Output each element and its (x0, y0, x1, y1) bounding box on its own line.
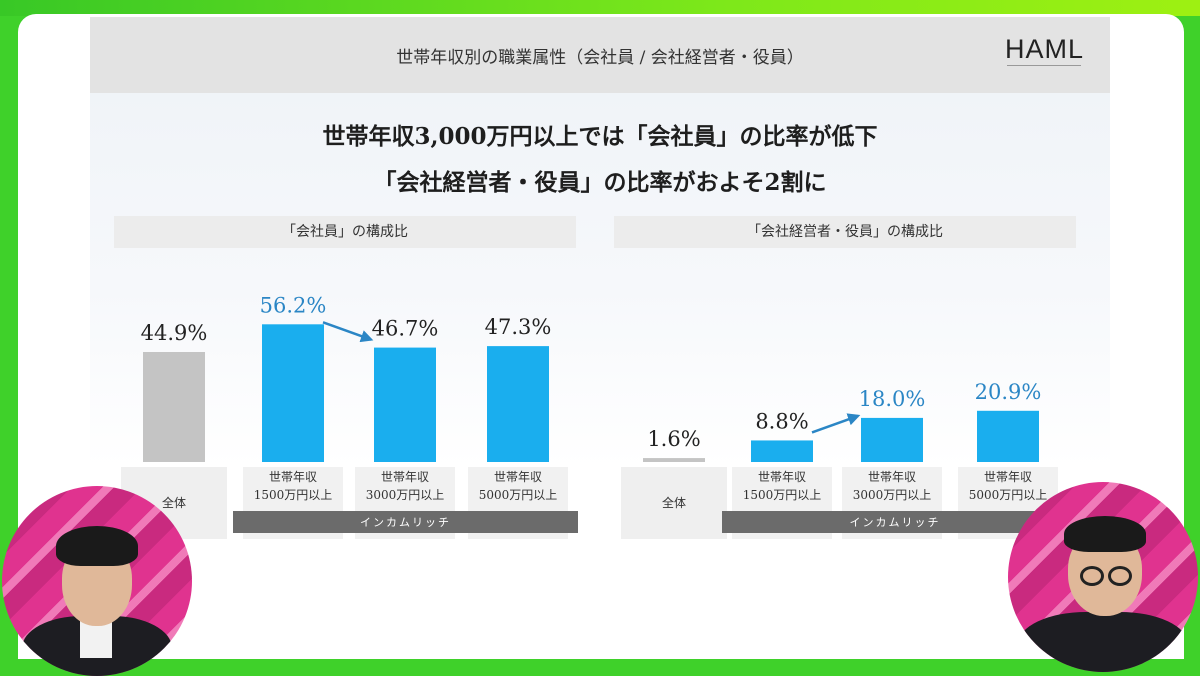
logo-text: HAML (1004, 34, 1084, 64)
category-cell-1-0 (621, 467, 727, 539)
category-label-1-3-0: 世帯年収 (984, 470, 1032, 484)
host-right-hair (1064, 516, 1146, 552)
haml-logo: HAML (1005, 35, 1084, 70)
bar-0-0 (143, 351, 205, 462)
category-label-1-2-0: 世帯年収 (868, 470, 916, 484)
logo-underline (1007, 65, 1082, 70)
value-label-1-2: 18.0% (859, 387, 926, 411)
bar-0-1 (262, 324, 324, 462)
value-label-1-3: 20.9% (975, 380, 1042, 404)
group-bar-1 (722, 511, 1068, 533)
host-right-glasses-right (1108, 566, 1132, 586)
category-label-1-1-1: 1500万円以上 (743, 488, 822, 502)
category-label-0-3-1: 5000万円以上 (479, 488, 558, 502)
host-right-glasses-left (1080, 566, 1104, 586)
category-label-0-1-0: 世帯年収 (269, 470, 317, 484)
category-label-0-3-0: 世帯年収 (494, 470, 542, 484)
category-label-1-3-1: 5000万円以上 (969, 488, 1048, 502)
bar-1-3 (977, 410, 1039, 462)
bar-1-2 (861, 417, 923, 462)
bar-1-0 (643, 458, 705, 462)
headline-line-2: 「会社経営者・役員」の比率がおよそ2割に (373, 169, 827, 196)
category-label-0-1-1: 1500万円以上 (254, 488, 333, 502)
category-label-0-2-0: 世帯年収 (381, 470, 429, 484)
category-label-0-0-0: 全体 (162, 495, 186, 510)
trend-arrow-1 (811, 413, 861, 434)
trend-arrow-0 (322, 321, 374, 343)
host-left-video (2, 486, 192, 676)
value-label-0-0: 44.9% (141, 321, 208, 345)
bar-1-1 (751, 440, 813, 462)
bar-0-3 (487, 346, 549, 462)
value-label-0-1: 56.2% (260, 293, 327, 317)
group-label-1: インカムリッチ (850, 516, 941, 529)
value-label-0-3: 47.3% (485, 315, 552, 339)
bar-0-2 (374, 347, 436, 462)
category-label-1-1-0: 世帯年収 (758, 470, 806, 484)
host-right-body (1018, 612, 1188, 672)
group-label-0: インカムリッチ (360, 516, 451, 529)
bar-charts: 44.9% 全体 56.2% 世帯年収 1500万円以上 46.7% 世帯年収 3000万円以… (121, 293, 1068, 539)
headline-line-1: 世帯年収3,000万円以上では「会社員」の比率が低下 (322, 123, 878, 150)
value-label-1-0: 1.6% (647, 427, 700, 451)
value-label-1-1: 8.8% (755, 409, 808, 433)
category-label-0-2-1: 3000万円以上 (366, 488, 445, 502)
chart-title-executive: 「会社経営者・役員」の構成比 (614, 216, 1076, 248)
slide: 世帯年収別の職業属性（会社員 / 会社経営者・役員） HAML 世帯年収3,00… (90, 17, 1110, 617)
chart-title-employee: 「会社員」の構成比 (114, 216, 576, 248)
slide-header: 世帯年収別の職業属性（会社員 / 会社経営者・役員） HAML (90, 17, 1110, 93)
frame-top-bar (0, 0, 1200, 16)
value-label-0-2: 46.7% (372, 317, 439, 341)
category-label-1-0-0: 全体 (662, 495, 686, 510)
host-left-hair (56, 526, 138, 566)
slide-title: 世帯年収別の職業属性（会社員 / 会社経営者・役員） (396, 48, 804, 68)
group-bar-0 (233, 511, 578, 533)
host-right-video (1008, 482, 1198, 672)
category-label-1-2-1: 3000万円以上 (853, 488, 932, 502)
